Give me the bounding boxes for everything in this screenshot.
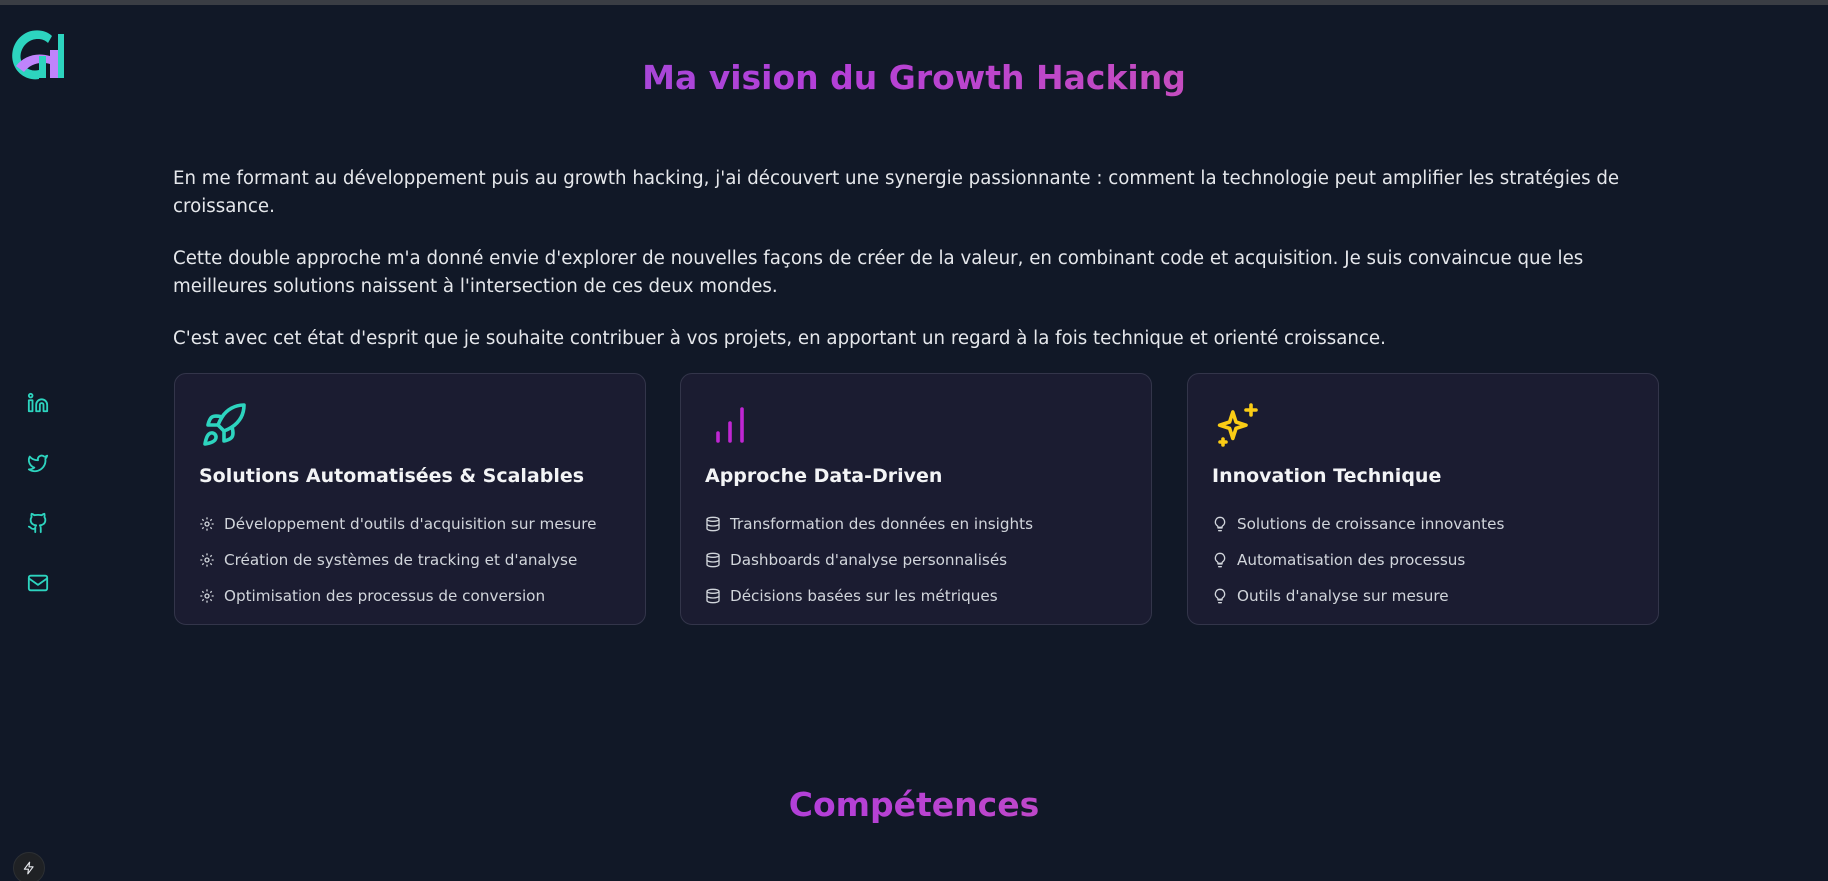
competences-title-text: Compétences [788, 785, 1040, 824]
card-innovation: Innovation Technique Solutions de croiss… [1187, 373, 1659, 625]
card-automated-solutions: Solutions Automatisées & Scalables Dével… [174, 373, 646, 625]
vision-title: Ma vision du Growth Hacking [0, 58, 1828, 97]
list-item: Automatisation des processus [1212, 542, 1504, 578]
linkedin-link[interactable] [24, 389, 52, 417]
card-list: Transformation des données en insights D… [705, 506, 1033, 614]
list-item: Transformation des données en insights [705, 506, 1033, 542]
linkedin-icon [27, 392, 49, 413]
list-item-text: Solutions de croissance innovantes [1237, 515, 1505, 533]
competences-title: Compétences [0, 785, 1828, 824]
mail-icon [27, 574, 49, 592]
dev-tools-button[interactable] [13, 852, 45, 881]
lightbulb-icon [1214, 588, 1226, 604]
gear-icon [200, 553, 214, 567]
gear-icon [200, 589, 214, 603]
vision-title-text: Ma vision du Growth Hacking [642, 58, 1186, 97]
list-item-text: Optimisation des processus de conversion [224, 587, 546, 605]
list-item: Solutions de croissance innovantes [1212, 506, 1504, 542]
gear-icon [200, 517, 214, 531]
bar-chart-icon [716, 407, 744, 443]
list-item: Décisions basées sur les métriques [705, 578, 1033, 614]
list-item: Optimisation des processus de conversion [199, 578, 596, 614]
twitter-icon [27, 454, 49, 473]
lightbulb-icon [1214, 516, 1226, 532]
list-item-text: Création de systèmes de tracking et d'an… [224, 551, 578, 569]
list-item: Outils d'analyse sur mesure [1212, 578, 1504, 614]
gh-logo-icon [12, 30, 64, 80]
list-item-text: Automatisation des processus [1237, 551, 1466, 569]
list-item: Création de systèmes de tracking et d'an… [199, 542, 596, 578]
rocket-icon [203, 403, 246, 446]
card-title: Approche Data-Driven [705, 465, 943, 487]
list-item-text: Décisions basées sur les métriques [730, 587, 998, 605]
list-item-text: Transformation des données en insights [730, 515, 1034, 533]
intro-paragraph-2: Cette double approche m'a donné envie d'… [173, 248, 1584, 297]
github-icon [27, 512, 47, 534]
twitter-link[interactable] [24, 449, 52, 477]
bolt-icon [23, 861, 34, 875]
card-list: Développement d'outils d'acquisition sur… [199, 506, 596, 614]
card-title: Innovation Technique [1212, 465, 1442, 487]
card-data-driven: Approche Data-Driven Transformation des … [680, 373, 1152, 625]
list-item-text: Dashboards d'analyse personnalisés [730, 551, 1008, 569]
list-item: Dashboards d'analyse personnalisés [705, 542, 1033, 578]
database-icon [706, 516, 720, 532]
intro-paragraph-1: En me formant au développement puis au g… [173, 168, 1620, 217]
database-icon [706, 588, 720, 604]
browser-top-edge [0, 0, 1828, 5]
lightbulb-icon [1214, 552, 1226, 568]
card-title: Solutions Automatisées & Scalables [199, 465, 585, 487]
intro-paragraph-3: C'est avec cet état d'esprit que je souh… [173, 328, 1386, 349]
sparkles-icon [1217, 403, 1258, 447]
github-link[interactable] [24, 509, 52, 537]
gh-logo[interactable] [6, 26, 70, 86]
list-item-text: Outils d'analyse sur mesure [1237, 587, 1449, 605]
database-icon [706, 552, 720, 568]
card-list: Solutions de croissance innovantes Autom… [1212, 506, 1504, 614]
list-item: Développement d'outils d'acquisition sur… [199, 506, 596, 542]
list-item-text: Développement d'outils d'acquisition sur… [224, 515, 597, 533]
mail-link[interactable] [24, 569, 52, 597]
vision-intro: En me formant au développement puis au g… [173, 165, 1653, 377]
